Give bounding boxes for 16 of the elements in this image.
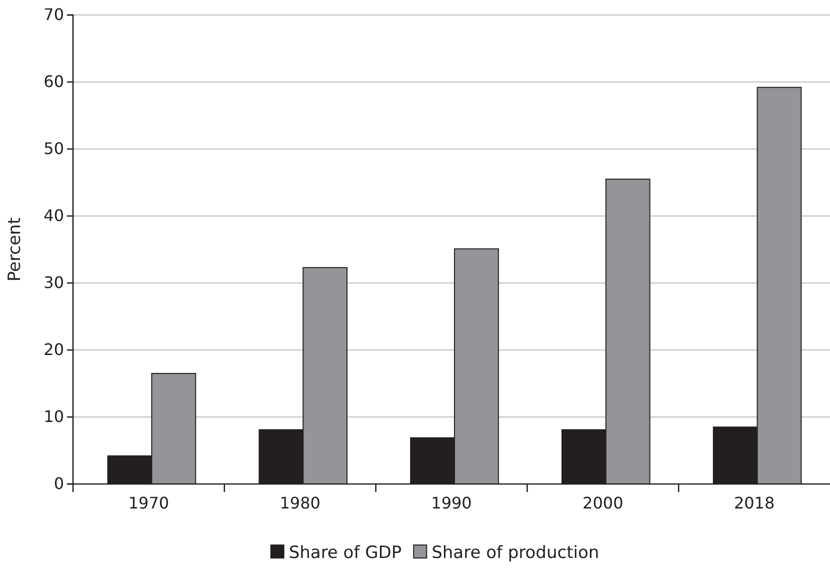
x-tick-label: 1990 <box>431 493 472 512</box>
y-tick-label: 20 <box>44 340 64 360</box>
y-tick-label: 50 <box>44 139 64 158</box>
x-tick-label: 2000 <box>582 493 624 512</box>
x-tick-label: 1980 <box>280 493 320 512</box>
y-tick-label: 60 <box>44 72 64 92</box>
y-tick-label: 70 <box>44 5 64 24</box>
y-tick-label: 10 <box>44 407 64 426</box>
legend-label: Share of GDP <box>288 543 402 563</box>
x-tick-label: 2018 <box>734 493 775 512</box>
x-tick-label: 1970 <box>128 493 170 512</box>
y-tick-label: 0 <box>54 474 64 494</box>
y-axis-title: Percent <box>5 217 25 282</box>
y-tick-label: 30 <box>44 273 64 292</box>
legend-label: Share of production <box>432 543 600 563</box>
y-tick-label: 40 <box>44 206 64 226</box>
